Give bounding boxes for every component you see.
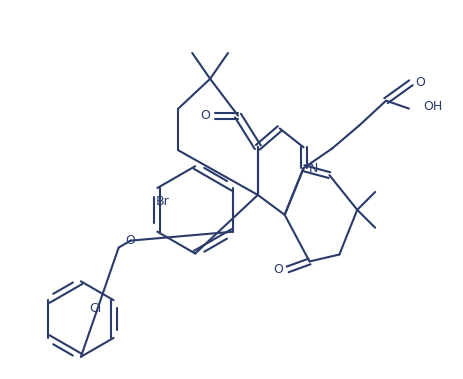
- Text: Br: Br: [156, 196, 169, 208]
- Text: O: O: [273, 263, 282, 276]
- Text: N: N: [309, 162, 318, 175]
- Text: O: O: [415, 76, 425, 89]
- Text: Cl: Cl: [90, 302, 102, 315]
- Text: O: O: [200, 109, 210, 122]
- Text: OH: OH: [423, 100, 442, 113]
- Text: O: O: [125, 234, 136, 247]
